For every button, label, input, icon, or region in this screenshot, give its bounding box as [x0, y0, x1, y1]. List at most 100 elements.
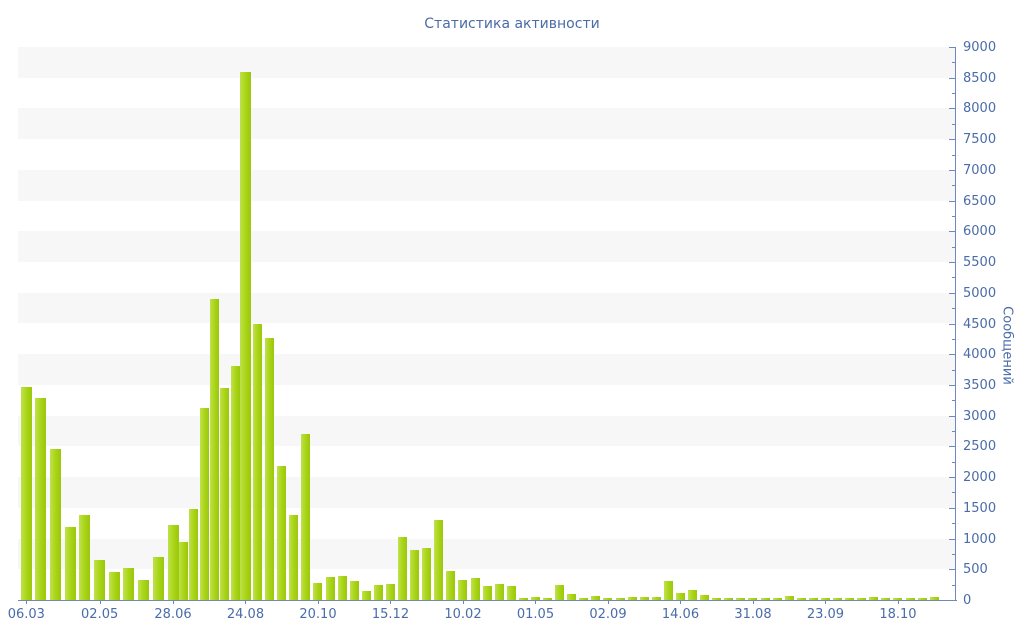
y-tick-label: 7000: [963, 162, 997, 178]
y-axis-title: Сообщений: [999, 306, 1015, 385]
y-tick-label: 7500: [963, 132, 997, 148]
y-tick: [949, 262, 955, 264]
x-tick: [825, 600, 827, 604]
plot-stripe: [18, 354, 955, 385]
y-tick: [952, 369, 955, 371]
bar: [446, 570, 456, 600]
x-tick-label: 02.09: [589, 607, 627, 622]
bar: [167, 525, 179, 600]
bar: [688, 589, 698, 600]
x-tick: [680, 600, 682, 604]
bar: [929, 597, 939, 600]
bar: [591, 596, 601, 600]
y-tick: [952, 154, 955, 156]
y-tick: [952, 338, 955, 340]
bar: [313, 582, 323, 600]
bar: [301, 434, 311, 600]
bar: [917, 598, 927, 600]
bar: [434, 519, 444, 600]
y-tick: [949, 507, 955, 509]
y-tick-label: 8500: [963, 70, 997, 86]
bar: [506, 585, 516, 600]
bar: [50, 448, 62, 600]
bar: [736, 598, 746, 600]
plot-stripe: [18, 47, 955, 78]
y-tick: [949, 323, 955, 325]
bar: [253, 323, 263, 600]
y-tick: [949, 77, 955, 79]
y-tick: [949, 384, 955, 386]
y-tick: [952, 246, 955, 248]
bar: [35, 397, 47, 600]
x-tick-label: 14.06: [661, 607, 700, 622]
y-axis-line: [955, 47, 956, 601]
y-tick: [952, 584, 955, 586]
y-tick: [952, 461, 955, 463]
x-tick-label: 01.05: [516, 607, 555, 622]
y-tick: [949, 169, 955, 171]
bar: [20, 386, 32, 600]
y-tick-label: 9000: [963, 40, 997, 55]
x-tick: [26, 600, 28, 604]
bar: [748, 598, 758, 600]
bar: [385, 583, 395, 600]
x-tick-label: 28.06: [154, 607, 192, 622]
bar: [833, 597, 843, 600]
y-tick: [952, 277, 955, 279]
y-tick: [949, 231, 955, 233]
bar: [349, 580, 359, 600]
plot-stripe: [18, 415, 955, 447]
y-tick: [949, 47, 955, 48]
bar: [289, 514, 299, 600]
y-tick-label: 5000: [963, 285, 997, 301]
y-tick-label: 5500: [963, 255, 997, 271]
plot-stripe: [18, 169, 955, 201]
y-tick-label: 2500: [963, 439, 997, 455]
y-tick-label: 4500: [963, 316, 997, 332]
bar: [178, 541, 188, 600]
plot-stripe: [18, 477, 955, 508]
x-axis-line: [18, 600, 957, 601]
bar: [79, 514, 91, 600]
bar: [337, 576, 347, 600]
bar: [675, 592, 685, 600]
bar: [494, 584, 504, 600]
bar: [199, 407, 209, 600]
y-tick: [949, 354, 955, 356]
bar: [189, 509, 199, 600]
y-tick: [949, 569, 955, 571]
y-tick-label: 3500: [963, 377, 997, 393]
bar: [893, 597, 903, 600]
x-tick: [99, 600, 101, 604]
bar: [470, 578, 480, 600]
y-tick-label: 4000: [963, 347, 997, 363]
y-tick: [949, 139, 955, 141]
bar: [543, 598, 553, 600]
bar: [64, 527, 76, 600]
bar: [152, 557, 164, 600]
x-tick-label: 23.09: [806, 607, 845, 622]
y-tick: [952, 553, 955, 555]
bar: [108, 572, 120, 600]
bar: [410, 550, 420, 600]
bar: [881, 598, 891, 600]
bar: [845, 598, 855, 600]
bar: [663, 581, 673, 600]
bar: [555, 584, 565, 600]
bar: [530, 597, 540, 600]
y-tick-label: 3000: [963, 408, 997, 424]
bar: [651, 596, 661, 600]
bar: [94, 560, 106, 600]
bar: [724, 598, 734, 600]
bar: [700, 595, 710, 600]
x-tick-label: 20.10: [299, 607, 337, 622]
bar: [760, 597, 770, 600]
y-tick-label: 6500: [963, 193, 997, 209]
bar: [138, 580, 150, 600]
y-tick-label: 8000: [963, 101, 997, 117]
bar: [398, 536, 408, 600]
bar: [567, 594, 577, 600]
bar: [579, 597, 589, 600]
y-tick-label: 2000: [963, 470, 997, 486]
